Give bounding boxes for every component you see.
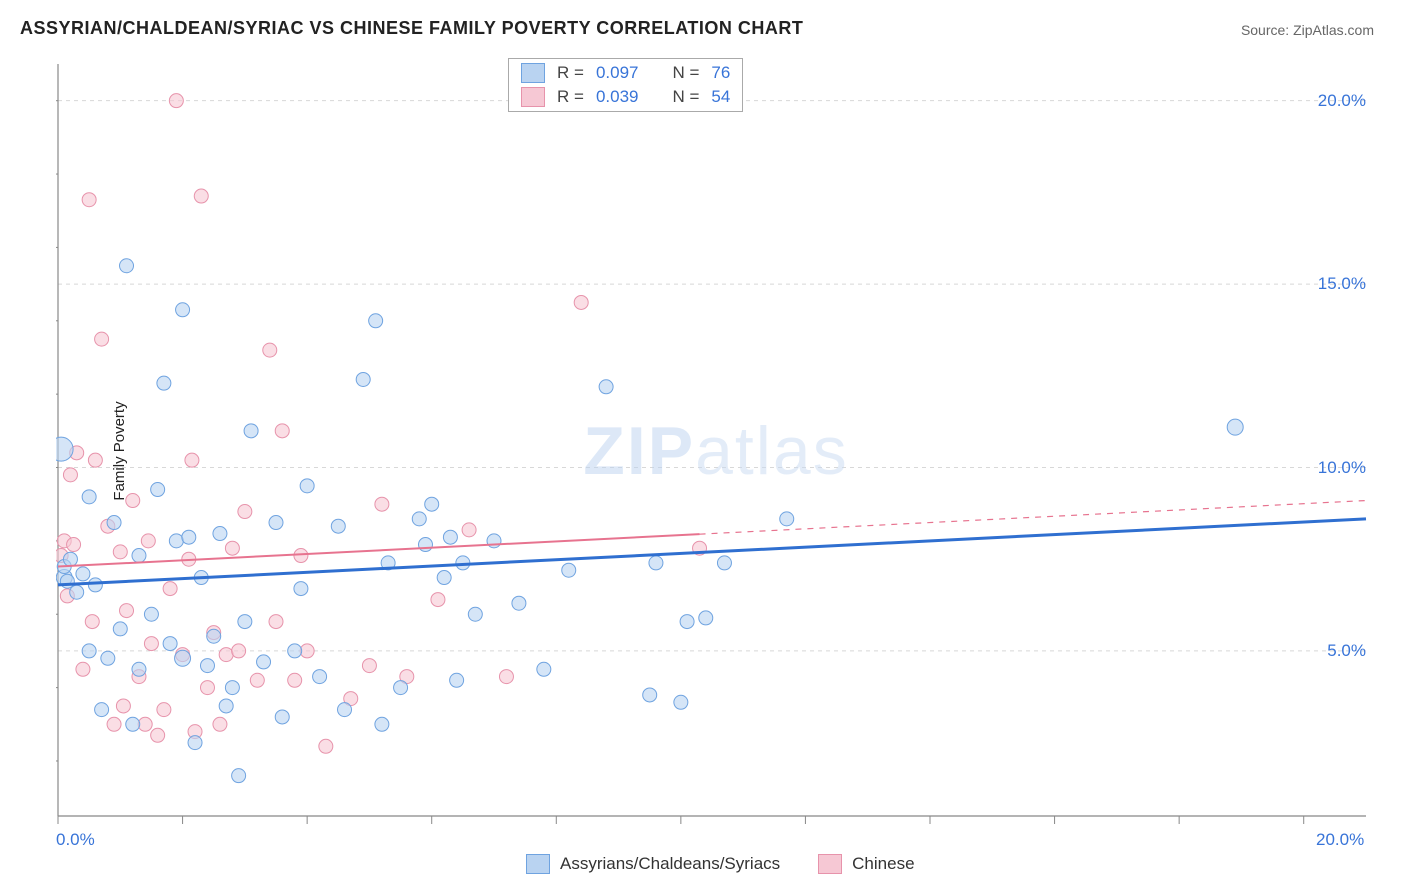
stats-r-label-2: R = bbox=[557, 87, 584, 107]
plot-svg bbox=[56, 56, 1376, 846]
y-tick-label: 20.0% bbox=[1306, 91, 1366, 111]
bottom-legend: Assyrians/Chaldeans/Syriacs Chinese bbox=[526, 854, 915, 874]
y-tick-label: 5.0% bbox=[1306, 641, 1366, 661]
stats-r-label: R = bbox=[557, 63, 584, 83]
legend-label-a: Assyrians/Chaldeans/Syriacs bbox=[560, 854, 780, 874]
stats-n-label: N = bbox=[672, 63, 699, 83]
source-label: Source: ZipAtlas.com bbox=[1241, 22, 1374, 38]
stats-row-a: R = 0.097 N = 76 bbox=[509, 61, 742, 85]
swatch-series-b bbox=[521, 87, 545, 107]
chart-container: ASSYRIAN/CHALDEAN/SYRIAC VS CHINESE FAMI… bbox=[0, 0, 1406, 892]
stats-n-label-2: N = bbox=[672, 87, 699, 107]
stats-n-b: 54 bbox=[711, 87, 730, 107]
chart-title: ASSYRIAN/CHALDEAN/SYRIAC VS CHINESE FAMI… bbox=[20, 18, 803, 39]
stats-r-b: 0.039 bbox=[596, 87, 639, 107]
swatch-series-a bbox=[521, 63, 545, 83]
stats-panel: R = 0.097 N = 76 R = 0.039 N = 54 bbox=[508, 58, 743, 112]
y-tick-label: 10.0% bbox=[1306, 458, 1366, 478]
x-tick-label-left: 0.0% bbox=[56, 830, 95, 850]
stats-r-a: 0.097 bbox=[596, 63, 639, 83]
y-tick-label: 15.0% bbox=[1306, 274, 1366, 294]
y-axis-label: Family Poverty bbox=[111, 401, 128, 500]
legend-label-b: Chinese bbox=[852, 854, 914, 874]
stats-row-b: R = 0.039 N = 54 bbox=[509, 85, 742, 109]
chart-area: Family Poverty ZIPatlas R = 0.097 N = 76… bbox=[56, 56, 1376, 846]
stats-n-a: 76 bbox=[711, 63, 730, 83]
legend-swatch-b bbox=[818, 854, 842, 874]
legend-swatch-a bbox=[526, 854, 550, 874]
x-tick-label-right: 20.0% bbox=[1316, 830, 1364, 850]
